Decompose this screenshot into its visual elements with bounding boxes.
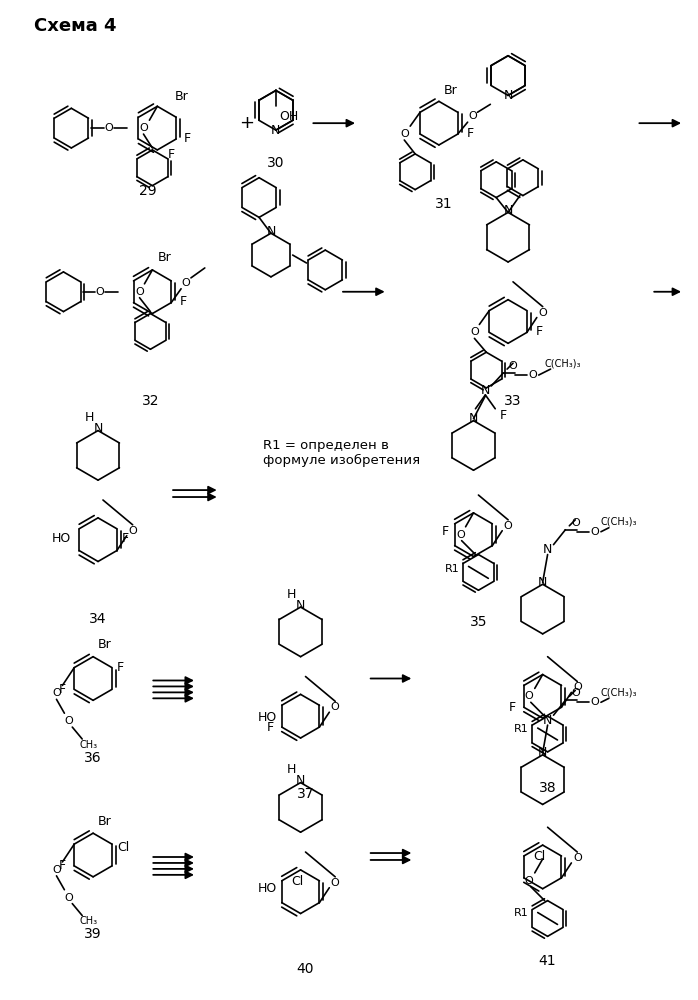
Text: O: O <box>331 878 340 888</box>
Text: O: O <box>524 691 533 701</box>
Text: R1: R1 <box>514 908 528 918</box>
Text: C(CH₃)₃: C(CH₃)₃ <box>600 517 637 527</box>
Text: O: O <box>400 129 408 139</box>
Text: N: N <box>296 599 305 612</box>
Text: Br: Br <box>98 638 112 651</box>
Text: F: F <box>267 721 274 734</box>
Text: F: F <box>442 525 449 538</box>
Text: O: O <box>528 370 537 380</box>
Text: формуле изобретения: формуле изобретения <box>263 454 420 467</box>
Text: H: H <box>84 411 94 424</box>
Text: 40: 40 <box>297 962 314 976</box>
Text: O: O <box>573 853 581 863</box>
Text: Br: Br <box>175 90 189 103</box>
Text: Схема 4: Схема 4 <box>34 17 117 35</box>
Text: C(CH₃)₃: C(CH₃)₃ <box>600 687 637 697</box>
Text: N: N <box>481 384 490 397</box>
Text: O: O <box>139 123 148 133</box>
Text: F: F <box>466 127 474 140</box>
Text: O: O <box>573 682 581 692</box>
Text: CH₃: CH₃ <box>79 916 97 926</box>
Text: F: F <box>500 409 507 422</box>
Text: 32: 32 <box>142 394 159 408</box>
Text: R1: R1 <box>514 724 528 734</box>
Text: F: F <box>509 701 516 714</box>
Text: Br: Br <box>444 84 458 97</box>
Text: CH₃: CH₃ <box>79 740 97 750</box>
Text: O: O <box>456 530 465 540</box>
Text: Br: Br <box>98 815 112 828</box>
Text: 35: 35 <box>470 615 487 629</box>
Text: N: N <box>469 412 478 425</box>
Text: +: + <box>239 114 254 132</box>
Text: O: O <box>105 123 113 133</box>
Text: N: N <box>272 124 281 137</box>
Text: 31: 31 <box>435 197 453 211</box>
Text: O: O <box>128 526 137 536</box>
Text: F: F <box>168 148 174 161</box>
Text: N: N <box>503 89 513 102</box>
Text: 29: 29 <box>139 184 156 198</box>
Text: C(CH₃)₃: C(CH₃)₃ <box>544 358 581 368</box>
Text: F: F <box>184 132 191 145</box>
Text: Cl: Cl <box>533 850 546 863</box>
Text: N: N <box>94 422 103 435</box>
Text: O: O <box>64 893 73 903</box>
Text: Cl: Cl <box>292 875 304 888</box>
Text: O: O <box>504 521 512 531</box>
Text: O: O <box>52 865 61 875</box>
Text: Cl: Cl <box>117 841 129 854</box>
Text: O: O <box>96 287 105 297</box>
Text: F: F <box>59 859 66 872</box>
Text: O: O <box>509 361 517 371</box>
Text: N: N <box>266 225 276 238</box>
Text: O: O <box>181 278 191 288</box>
Text: O: O <box>470 327 479 337</box>
Text: F: F <box>121 532 129 545</box>
Text: OH: OH <box>279 110 298 123</box>
Text: HO: HO <box>258 711 277 724</box>
Text: F: F <box>536 325 543 338</box>
Text: HO: HO <box>258 882 277 895</box>
Text: 36: 36 <box>84 751 102 765</box>
Text: 41: 41 <box>539 954 556 968</box>
Text: 33: 33 <box>504 394 522 408</box>
Text: O: O <box>571 688 579 698</box>
Text: O: O <box>571 518 579 528</box>
Text: O: O <box>591 697 600 707</box>
Text: O: O <box>591 527 600 537</box>
Text: O: O <box>52 688 61 698</box>
Text: 38: 38 <box>539 781 556 795</box>
Text: O: O <box>331 702 340 712</box>
Text: N: N <box>296 774 305 787</box>
Text: 39: 39 <box>84 927 102 941</box>
Text: F: F <box>117 661 124 674</box>
Text: O: O <box>538 308 547 318</box>
Text: H: H <box>287 763 297 776</box>
Text: F: F <box>180 295 187 308</box>
Text: Br: Br <box>157 251 171 264</box>
Text: N: N <box>543 714 552 727</box>
Text: N: N <box>503 204 513 217</box>
Text: N: N <box>538 576 547 589</box>
Text: H: H <box>287 588 297 601</box>
Text: O: O <box>135 287 144 297</box>
Text: R1 = определен в: R1 = определен в <box>263 439 389 452</box>
Text: F: F <box>59 683 66 696</box>
Text: N: N <box>543 543 552 556</box>
Text: O: O <box>64 716 73 726</box>
Text: HO: HO <box>52 532 71 545</box>
Text: O: O <box>524 876 533 886</box>
Text: N: N <box>538 746 547 759</box>
Text: O: O <box>468 111 477 121</box>
Text: 34: 34 <box>89 612 107 626</box>
Text: 30: 30 <box>267 156 285 170</box>
Text: 37: 37 <box>297 787 314 801</box>
Text: R1: R1 <box>445 564 459 574</box>
